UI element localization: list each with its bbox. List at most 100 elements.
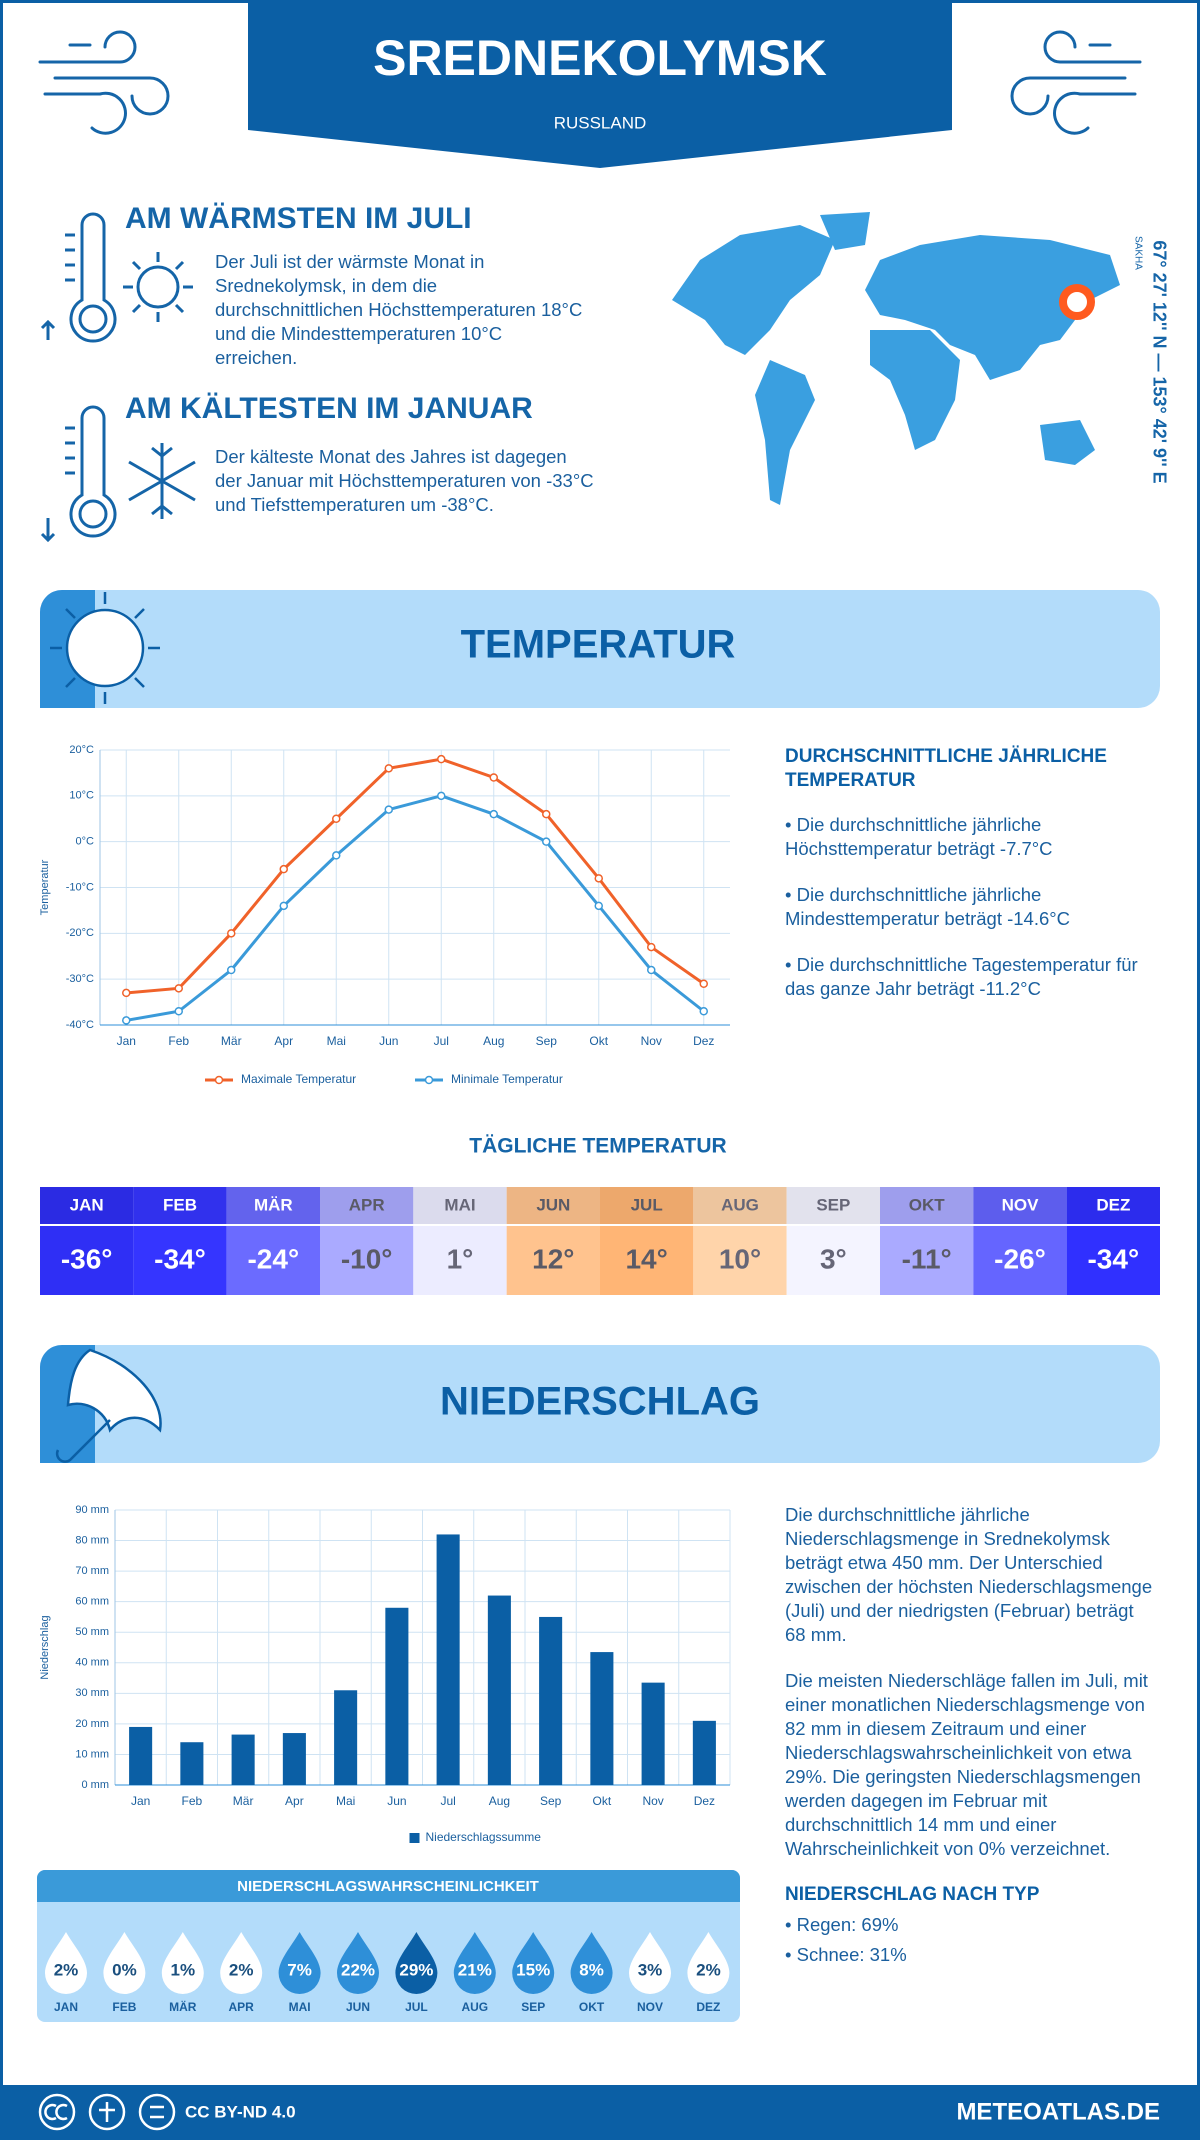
site: METEOATLAS.DE <box>956 2098 1160 2125</box>
section-title: NIEDERSCHLAG <box>440 1380 760 1424</box>
point <box>122 988 131 998</box>
month-label: OKT <box>909 1195 946 1214</box>
charts: -40°C -30°C -20°C -10°C 0°C 10°C 20°C Jan Feb Mär… <box>39 744 1160 2014</box>
y-axis-label: Niederschlag <box>39 1615 51 1679</box>
icon-glyph <box>44 2103 68 2121</box>
temperature-label: 12° <box>532 1243 574 1274</box>
probability-drop <box>453 1932 496 1995</box>
month-header-cell <box>600 1187 694 1225</box>
month-header-cell <box>693 1187 787 1225</box>
coldest-heading: AM KÄLTESTEN IM JANUAR <box>125 392 533 425</box>
probability-title: NIEDERSCHLAGSWAHRSCHEINLICHKEIT <box>237 1878 539 1895</box>
bar <box>282 1733 306 1785</box>
header-shade <box>600 1187 694 1225</box>
temperature-label: -26° <box>994 1243 1046 1274</box>
warmest-text: Der Juli ist der wärmste Monat in Sredne… <box>215 251 583 368</box>
continent <box>820 212 870 250</box>
y-tick-label: 20°C <box>69 744 94 756</box>
month-header-cell <box>320 1187 414 1225</box>
x-tick-label: Mär <box>233 1794 254 1808</box>
month-header-cell <box>506 1187 600 1225</box>
temperature-cell <box>600 1225 694 1295</box>
bulb <box>78 499 108 529</box>
month-label: JAN <box>70 1195 104 1214</box>
point <box>174 1007 183 1016</box>
temperature-cell <box>693 1225 787 1295</box>
probability-header <box>37 1870 740 1902</box>
wind-stroke <box>1043 30 1142 64</box>
umbrella-icon <box>55 1348 162 1463</box>
month-label: SEP <box>816 1195 850 1214</box>
month-label: NOV <box>1002 1195 1040 1214</box>
x-tick-label: Nov <box>642 1794 663 1808</box>
temperature-cell <box>786 1225 880 1295</box>
sun-icon <box>50 592 160 704</box>
x-tick-label: Apr <box>285 1794 304 1808</box>
continent <box>672 225 835 355</box>
point <box>227 929 236 938</box>
annual-temperature: DURCHSCHNITTLICHE JÄHRLICHE TEMPERATUR •… <box>785 745 1160 1023</box>
y-tick-label: 70 mm <box>75 1565 109 1577</box>
x-tick-label: Okt <box>589 1034 608 1048</box>
bar <box>129 1726 153 1785</box>
point <box>122 1016 131 1025</box>
probability-drop <box>161 1932 204 1995</box>
point <box>594 901 603 911</box>
thermometer <box>69 212 117 343</box>
annual-heading: DURCHSCHNITTLICHE JÄHRLICHE TEMPERATUR <box>785 746 1107 791</box>
probability-panel <box>37 1870 740 2022</box>
temperature-label: 3° <box>820 1243 847 1274</box>
probability-month: JUN <box>346 2000 370 2014</box>
continent <box>865 235 1120 380</box>
thermometer <box>69 405 117 538</box>
header-shade <box>40 1187 134 1225</box>
bullet: • Die durchschnittliche jährliche Mindes… <box>785 884 1071 929</box>
probability-drop <box>629 1932 671 1994</box>
x-tick-label: Mai <box>336 1794 355 1808</box>
temperature-label: 10° <box>719 1243 761 1274</box>
probability-drop <box>570 1932 613 1995</box>
point <box>699 1007 708 1016</box>
x-tick-label: Aug <box>483 1034 504 1048</box>
x-tick-label: Apr <box>274 1034 293 1048</box>
table-title: TÄGLICHE TEMPERATUR <box>469 1135 726 1158</box>
warmest-heading: AM WÄRMSTEN IM JULI <box>125 202 472 235</box>
month-label: DEZ <box>1096 1195 1130 1214</box>
month-header-cell <box>973 1187 1067 1225</box>
probability-month: MÄR <box>169 1999 197 2014</box>
wind-stroke <box>43 91 127 135</box>
probability-label: 3% <box>638 1960 663 1979</box>
y-axis-label: Temperatur <box>39 859 51 915</box>
x-tick-label: Mär <box>221 1034 242 1048</box>
paragraph: Die durchschnittliche jährliche Niedersc… <box>785 1504 1153 1645</box>
point <box>542 837 551 846</box>
month-header-cell <box>40 1187 134 1225</box>
temperature-label: -24° <box>247 1243 299 1274</box>
continent <box>870 330 960 450</box>
annual-bullets: • Die durchschnittliche jährliche Höchst… <box>785 813 1160 1001</box>
probability-drop <box>103 1932 146 1995</box>
temperature-cell <box>880 1225 974 1295</box>
city-title: SREDNEKOLYMSK <box>373 30 827 86</box>
bullet: • Die durchschnittliche jährliche Höchst… <box>785 814 1053 859</box>
bar <box>180 1742 204 1785</box>
temperature-label: -10° <box>341 1243 393 1274</box>
probability-label: 15% <box>516 1960 550 1979</box>
y-tick-label: -40°C <box>66 1019 94 1031</box>
icon-glyph <box>99 2102 164 2122</box>
header-shade <box>1066 1187 1160 1225</box>
bar <box>436 1534 460 1785</box>
legend-swatch <box>409 1833 420 1843</box>
bar <box>590 1652 614 1785</box>
header-shade <box>413 1187 507 1225</box>
region: SAKHA <box>1132 236 1143 270</box>
bullet: • Regen: 69% <box>785 1914 899 1935</box>
point <box>489 773 498 782</box>
point <box>279 901 288 911</box>
x-tick-label: Aug <box>489 1794 510 1808</box>
temperature-label: -11° <box>902 1243 952 1274</box>
point <box>594 874 603 883</box>
wind-stroke <box>38 30 137 64</box>
